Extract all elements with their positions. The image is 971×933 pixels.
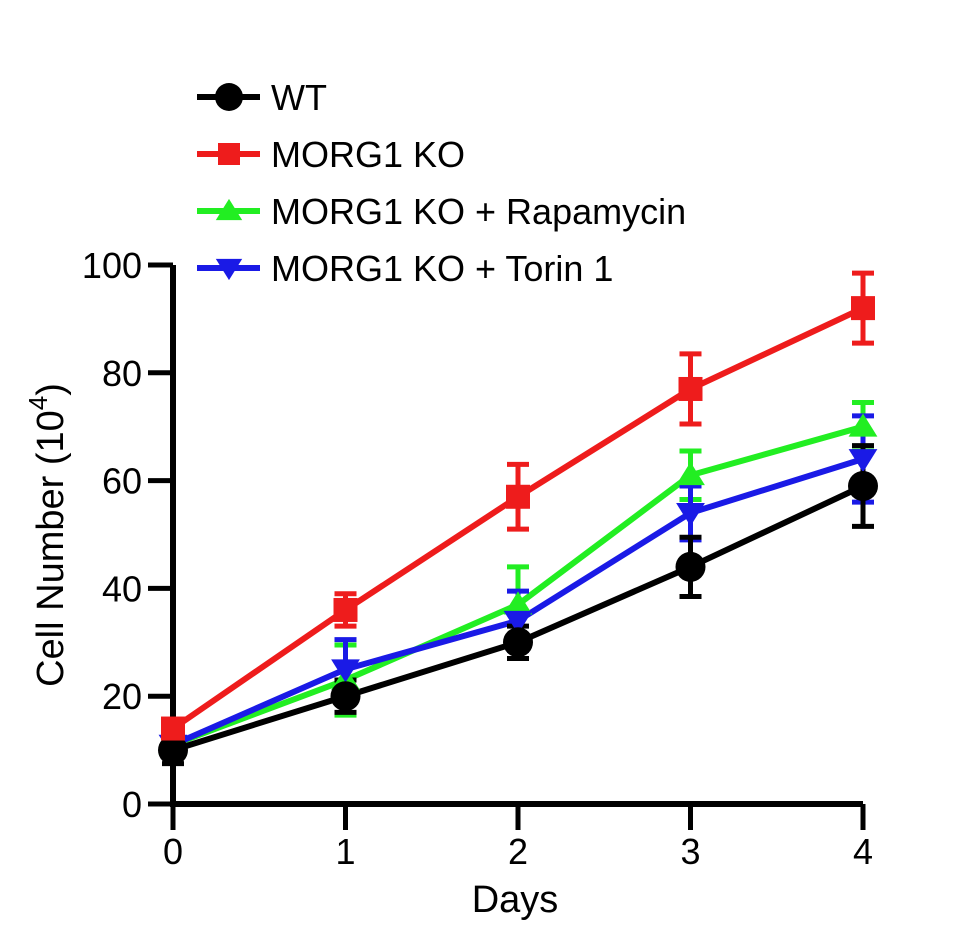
point-0-0 <box>158 735 188 766</box>
x-tick-label-4: 4 <box>853 831 873 872</box>
y-tick-label-4: 80 <box>102 353 142 394</box>
y-tick-label-3: 60 <box>102 461 142 502</box>
point-2-4 <box>848 413 878 437</box>
x-tick-label-0: 0 <box>163 831 183 872</box>
x-axis-title: Days <box>472 879 559 921</box>
ticks: 0 20 40 60 80 100 0 1 2 3 4 <box>82 245 873 872</box>
legend-marker-0 <box>215 83 243 111</box>
point-1-0 <box>161 716 185 741</box>
point-1-4 <box>851 296 875 321</box>
point-3-1 <box>331 659 360 683</box>
y-tick-label-0: 0 <box>122 784 142 825</box>
legend-label-2: MORG1 KO + Rapamycin <box>271 191 686 232</box>
legend-label-0: WT <box>271 77 327 118</box>
point-0-4 <box>848 470 878 501</box>
x-tick-label-3: 3 <box>680 831 700 872</box>
legend-marker-1 <box>218 143 240 165</box>
point-0-1 <box>330 681 361 712</box>
y-axis-title-close: ) <box>30 383 72 396</box>
legend-marker-3 <box>215 258 243 281</box>
point-1-1 <box>333 597 358 622</box>
y-axis-title: Cell Number (104) <box>23 383 72 687</box>
x-tick-label-1: 1 <box>335 831 355 872</box>
point-2-2 <box>503 591 533 615</box>
markers-layer <box>158 296 878 766</box>
y-tick-label-2: 40 <box>102 568 142 609</box>
legend-entry-2: MORG1 KO + Rapamycin <box>197 191 686 232</box>
legend-entry-3: MORG1 KO + Torin 1 <box>197 248 613 289</box>
y-axis-title-main: Cell Number (10 <box>30 410 72 687</box>
point-3-2 <box>503 610 533 634</box>
legend-label-3: MORG1 KO + Torin 1 <box>271 248 613 289</box>
y-axis-title-superscript: 4 <box>23 396 53 410</box>
point-0-3 <box>675 551 706 582</box>
point-1-3 <box>678 376 703 401</box>
point-1-2 <box>506 484 530 509</box>
legend-entry-1: MORG1 KO <box>197 134 465 175</box>
point-0-2 <box>503 627 533 658</box>
point-2-3 <box>676 462 705 486</box>
legend: WT MORG1 KO MORG1 KO + Rapamycin MORG1 KO +… <box>197 77 686 289</box>
x-tick-label-2: 2 <box>508 831 528 872</box>
point-3-3 <box>676 503 705 527</box>
y-tick-label-1: 20 <box>102 676 142 717</box>
legend-label-1: MORG1 KO <box>271 134 465 175</box>
y-tick-label-5: 100 <box>82 245 142 286</box>
point-3-4 <box>848 449 878 473</box>
series-layer <box>162 270 874 767</box>
legend-entry-0: WT <box>197 77 327 118</box>
legend-marker-2 <box>215 198 243 221</box>
